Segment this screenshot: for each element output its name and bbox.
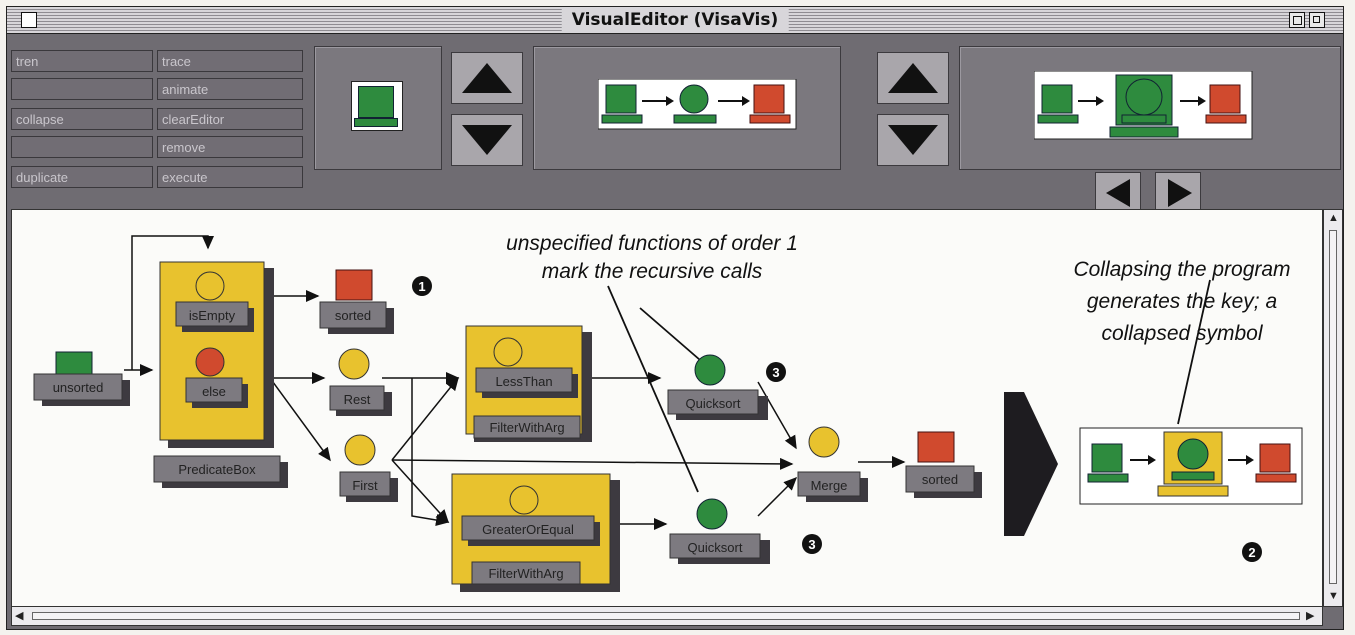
tren-button[interactable]: tren (11, 50, 153, 72)
trace-button[interactable]: trace (157, 50, 303, 72)
greater-or-equal-label: GreaterOrEqual (482, 522, 574, 537)
collapse-arrow-icon (1004, 392, 1058, 536)
scroll-left-button[interactable] (1095, 172, 1141, 210)
predicate-circle-icon (195, 271, 225, 301)
window-title: VisualEditor (VisaVis) (561, 9, 789, 31)
down-arrow-icon (462, 125, 512, 155)
quicksort-label-1: Quicksort (686, 396, 741, 411)
higher-order-symbol[interactable] (1034, 71, 1254, 141)
svg-text:3: 3 (808, 537, 815, 552)
else-label: else (202, 384, 226, 399)
green-base-icon (354, 118, 398, 127)
green-block-icon (358, 86, 394, 118)
marker-three-a: 3 (766, 362, 786, 382)
down-arrow-icon (888, 125, 938, 155)
sorted-base-case-node[interactable]: sorted (319, 269, 394, 334)
function-symbol[interactable] (598, 79, 798, 131)
duplicate-button[interactable]: duplicate (11, 166, 153, 188)
program-diagram[interactable]: unsorted isEmpty else PredicateBox (12, 210, 1322, 606)
left-arrow-icon (1106, 179, 1130, 207)
primitive-panel[interactable] (314, 46, 442, 170)
svg-text:2: 2 (1248, 545, 1255, 560)
merge-label: Merge (811, 478, 848, 493)
recursive-annotation-line2: mark the recursive calls (542, 260, 763, 283)
unsorted-node[interactable]: unsorted (33, 351, 130, 406)
scroll-left-arrow-icon[interactable]: ◀ (15, 610, 24, 622)
scroll-right-button[interactable] (1155, 172, 1201, 210)
close-box[interactable] (21, 12, 37, 28)
up-arrow-icon (888, 63, 938, 93)
horizontal-scrollbar[interactable]: ◀ ▶ (11, 606, 1323, 626)
collapse-annotation-line3: collapsed symbol (1101, 322, 1263, 345)
function-panel[interactable] (533, 46, 841, 170)
filter-with-arg-label-1: FilterWithArg (489, 420, 564, 435)
visual-editor-window: VisualEditor (VisaVis) tren collapse dup… (6, 6, 1344, 630)
svg-text:1: 1 (418, 279, 425, 294)
less-than-label: LessThan (495, 374, 552, 389)
scroll-down-button-2[interactable] (877, 114, 949, 166)
empty-button-2[interactable] (11, 136, 153, 158)
primitive-symbol[interactable] (351, 81, 403, 131)
vertical-scroll-track[interactable] (1329, 230, 1337, 584)
up-arrow-icon (462, 63, 512, 93)
scroll-up-button-2[interactable] (877, 52, 949, 104)
marker-two: 2 (1242, 542, 1262, 562)
animate-button[interactable]: animate (157, 78, 303, 100)
quicksort-node-1[interactable]: Quicksort (667, 354, 768, 420)
collapse-annotation-line2: generates the key; a (1087, 290, 1277, 313)
scroll-down-arrow-icon[interactable]: ▼ (1328, 590, 1339, 602)
remove-button[interactable]: remove (157, 136, 303, 158)
collapse-annotation-line1: Collapsing the program (1073, 258, 1290, 281)
scroll-up-arrow-icon[interactable]: ▲ (1328, 212, 1339, 224)
filter-with-arg-label-2: FilterWithArg (488, 566, 563, 581)
scroll-up-button-1[interactable] (451, 52, 523, 104)
execute-button[interactable]: execute (157, 166, 303, 188)
collapse-box[interactable] (1309, 12, 1325, 28)
rest-node[interactable]: Rest (329, 348, 392, 416)
sorted-top-label: sorted (335, 308, 371, 323)
title-bar[interactable]: VisualEditor (VisaVis) (7, 7, 1343, 34)
predicate-box-node[interactable]: isEmpty else PredicateBox (153, 261, 288, 488)
predicate-box-label: PredicateBox (178, 462, 256, 477)
merge-node[interactable]: Merge (797, 426, 868, 502)
higher-order-panel[interactable] (959, 46, 1341, 170)
collapse-button[interactable]: collapse (11, 108, 153, 130)
empty-button-1[interactable] (11, 78, 153, 100)
collapsed-symbol[interactable] (1079, 427, 1303, 505)
rest-label: Rest (344, 392, 371, 407)
first-label: First (352, 478, 378, 493)
svg-text:3: 3 (772, 365, 779, 380)
greater-or-equal-filter-node[interactable]: GreaterOrEqual FilterWithArg (451, 473, 620, 592)
editor-canvas[interactable]: unsorted isEmpty else PredicateBox (11, 209, 1323, 607)
clear-editor-button[interactable]: clearEditor (157, 108, 303, 130)
marker-one: 1 (412, 276, 432, 296)
zoom-box[interactable] (1289, 12, 1305, 28)
quicksort-node-2[interactable]: Quicksort (669, 498, 770, 564)
quicksort-label-2: Quicksort (688, 540, 743, 555)
first-node[interactable]: First (339, 434, 398, 502)
right-arrow-icon (1168, 179, 1192, 207)
scroll-right-arrow-icon[interactable]: ▶ (1306, 610, 1315, 622)
unsorted-label: unsorted (53, 380, 104, 395)
annotations: unspecified functions of order 1 mark th… (506, 232, 1290, 345)
less-than-filter-node[interactable]: LessThan FilterWithArg (465, 325, 592, 442)
recursive-annotation-line1: unspecified functions of order 1 (506, 232, 798, 255)
sorted-output-label: sorted (922, 472, 958, 487)
scroll-down-button-1[interactable] (451, 114, 523, 166)
marker-three-b: 3 (802, 534, 822, 554)
horizontal-scroll-track[interactable] (32, 612, 1300, 620)
is-empty-label: isEmpty (189, 308, 236, 323)
annotation-pointers (607, 279, 1211, 493)
sorted-output-node[interactable]: sorted (905, 431, 982, 498)
else-circle-icon (195, 347, 225, 377)
vertical-scrollbar[interactable]: ▲ ▼ (1323, 209, 1343, 607)
toolbar: tren collapse duplicate trace animate cl… (7, 34, 1343, 210)
